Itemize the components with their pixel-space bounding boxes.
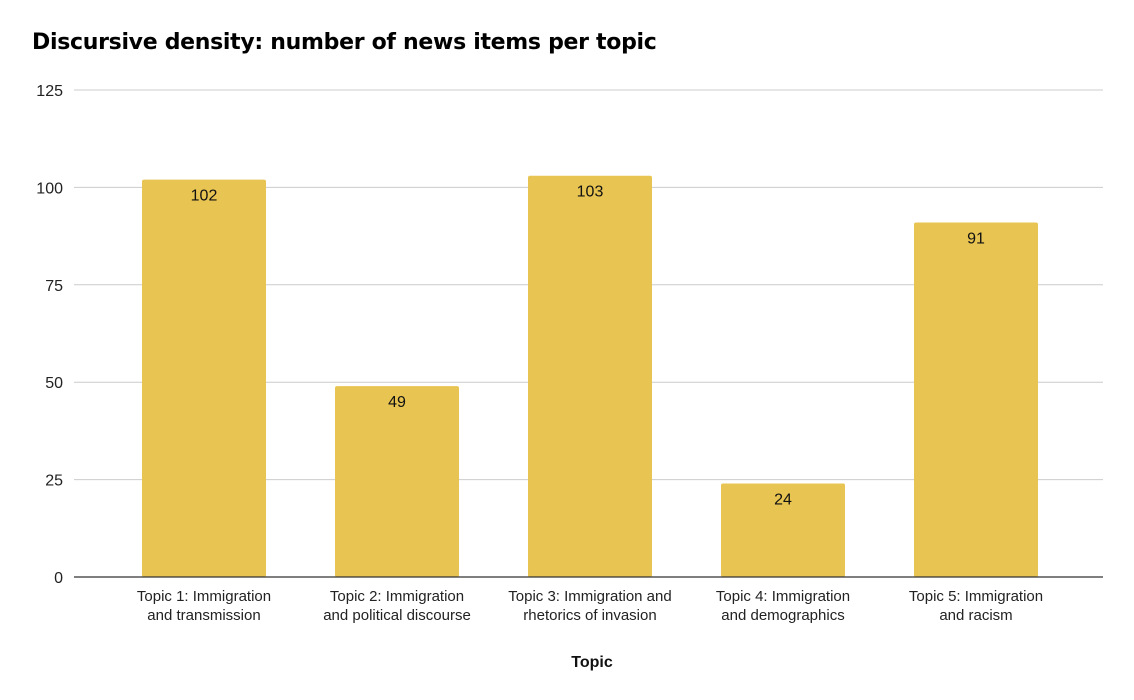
y-tick-label: 75 <box>45 278 63 295</box>
data-label: 24 <box>774 491 792 508</box>
x-tick-label-line: rhetorics of invasion <box>523 607 656 624</box>
bar <box>335 386 459 577</box>
x-tick-label: Topic 2: Immigration and political discou… <box>323 588 471 624</box>
y-tick-label: 50 <box>45 375 63 392</box>
chart-title: Discursive density: number of news items… <box>32 30 657 55</box>
y-axis-ticks: 0 25 50 75 100 125 <box>36 83 63 587</box>
x-tick-label: Topic 4: Immigration and demographics <box>716 588 850 624</box>
x-tick-label-line: Topic 2: Immigration <box>330 588 464 605</box>
x-axis-title: Topic <box>571 654 613 671</box>
x-tick-label-line: Topic 4: Immigration <box>716 588 850 605</box>
data-label: 49 <box>388 394 406 411</box>
x-tick-label: Topic 5: Immigration and racism <box>909 588 1043 624</box>
bars <box>142 175 1038 578</box>
bar <box>721 483 845 577</box>
data-label: 91 <box>967 230 985 247</box>
x-tick-label: Topic 1: Immigration and transmission <box>137 588 271 624</box>
x-tick-label-line: and political discourse <box>323 607 471 624</box>
x-tick-label: Topic 3: Immigration and rhetorics of inv… <box>508 588 671 624</box>
y-tick-label: 125 <box>36 83 63 100</box>
x-tick-label-line: and demographics <box>721 607 844 624</box>
y-tick-label: 0 <box>54 570 63 587</box>
bar <box>914 222 1038 578</box>
x-axis-categories: Topic 1: Immigration and transmissionTopi… <box>137 588 1043 624</box>
x-tick-label-line: and racism <box>939 607 1012 624</box>
x-tick-label-line: Topic 1: Immigration <box>137 588 271 605</box>
data-label: 103 <box>577 184 604 201</box>
bar <box>142 179 266 577</box>
data-label: 102 <box>191 188 218 205</box>
data-labels: 102 49 103 24 91 <box>191 184 985 509</box>
y-tick-label: 100 <box>36 180 63 197</box>
x-tick-label-line: and transmission <box>147 607 260 624</box>
y-tick-label: 25 <box>45 473 63 490</box>
x-tick-label-line: Topic 3: Immigration and <box>508 588 671 605</box>
bar <box>528 175 652 577</box>
x-tick-label-line: Topic 5: Immigration <box>909 588 1043 605</box>
